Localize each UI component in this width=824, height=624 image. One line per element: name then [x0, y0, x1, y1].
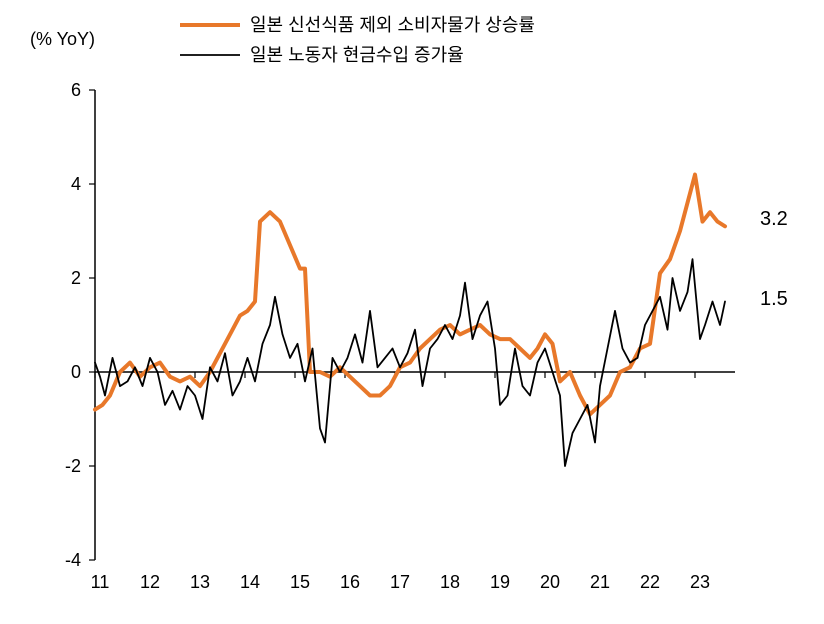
y-tick-label: 6	[71, 80, 81, 100]
x-tick-label: 11	[91, 572, 110, 592]
x-tick-label: 14	[240, 572, 260, 592]
x-tick-label: 20	[540, 572, 560, 592]
x-tick-label: 12	[140, 572, 160, 592]
y-axis-label: (% YoY)	[30, 29, 95, 49]
chart-container: (% YoY) 일본 신선식품 제외 소비자물가 상승률일본 노동자 현금수입 증…	[0, 0, 824, 624]
x-tick-label: 21	[590, 572, 610, 592]
x-tick-label: 13	[190, 572, 210, 592]
x-tick-label: 16	[340, 572, 360, 592]
y-tick-label: 2	[71, 268, 81, 288]
x-tick-label: 22	[640, 572, 660, 592]
legend-label-2: 일본 노동자 현금수입 증가율	[250, 45, 464, 65]
x-tick-label: 15	[290, 572, 310, 592]
y-tick-label: 0	[71, 362, 81, 382]
legend-label-1: 일본 신선식품 제외 소비자물가 상승률	[250, 15, 535, 35]
x-tick-label: 23	[690, 572, 710, 592]
series-end-label-2: 1.5	[760, 288, 788, 310]
series-end-label-1: 3.2	[760, 208, 788, 230]
y-tick-label: 4	[71, 174, 81, 194]
line-chart: (% YoY) 일본 신선식품 제외 소비자물가 상승률일본 노동자 현금수입 증…	[0, 0, 824, 624]
y-tick-label: -4	[65, 550, 81, 570]
x-tick-label: 17	[390, 572, 410, 592]
y-tick-label: -2	[65, 456, 81, 476]
x-tick-label: 18	[440, 572, 460, 592]
x-tick-label: 19	[490, 572, 510, 592]
